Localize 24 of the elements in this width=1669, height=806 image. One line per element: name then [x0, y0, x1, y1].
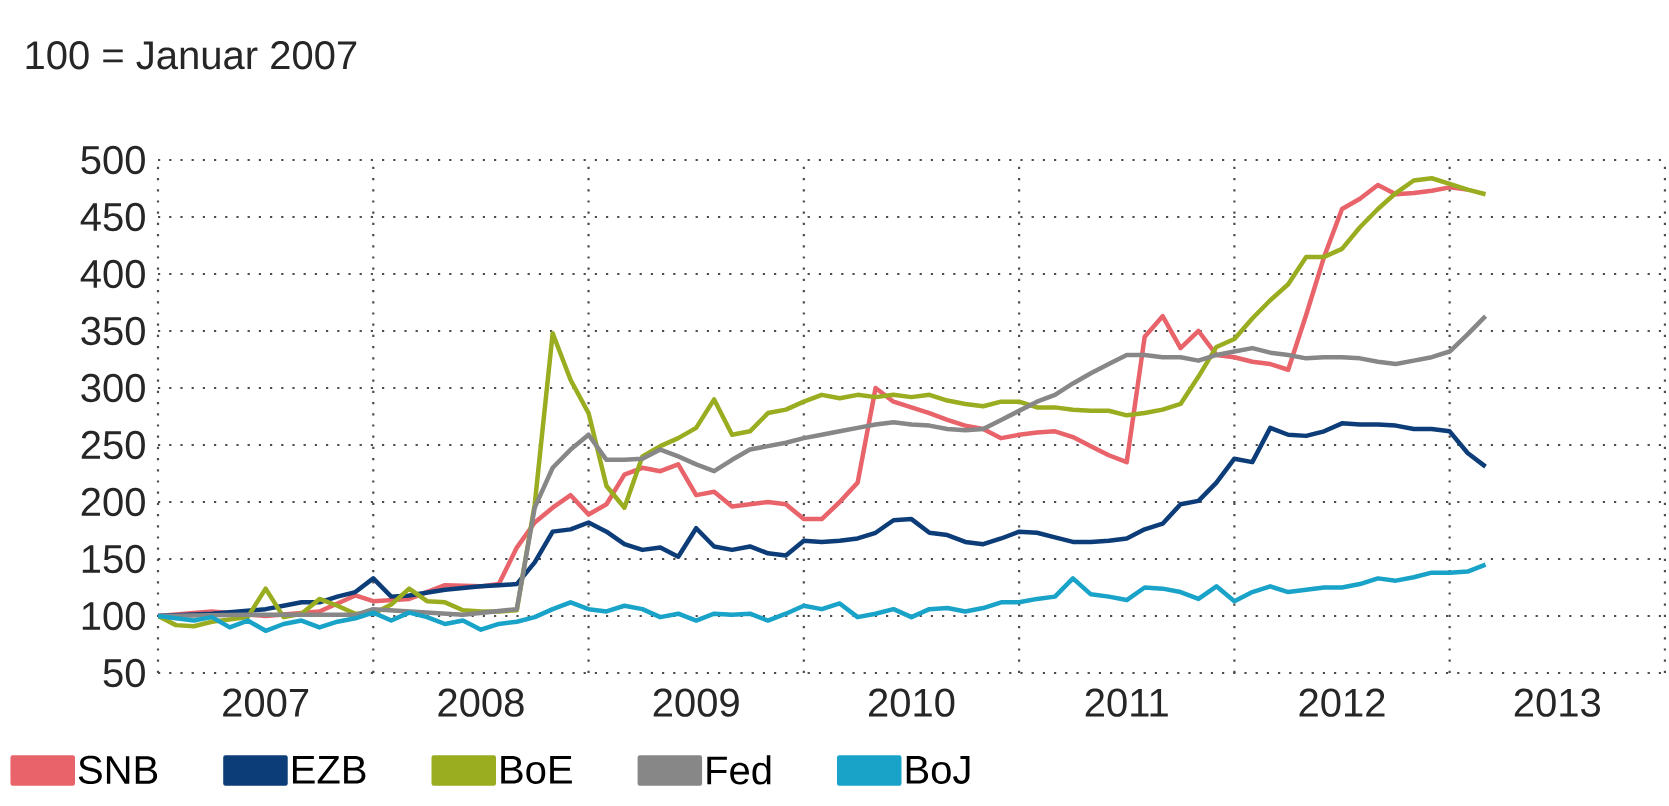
y-tick-label: 150 [82, 544, 145, 574]
y-tick-label: 250 [81, 430, 145, 460]
chart-title: 100 = Januar 2007 [26, 41, 357, 70]
y-tick-label: 450 [80, 202, 145, 232]
x-tick-label: 2008 [438, 688, 524, 717]
x-tick-label: 2010 [868, 688, 955, 717]
y-tick-label: 350 [81, 316, 145, 346]
legend-label: BoE [501, 755, 572, 784]
y-tick-label: 300 [81, 373, 145, 403]
line-series [158, 562, 1488, 634]
y-tick-label: 100 [82, 601, 145, 631]
y-tick-label: 50 [103, 658, 145, 688]
legend-label: Fed [707, 755, 771, 785]
legend-label: SNB [78, 755, 158, 785]
legend-label: EZB [292, 755, 366, 784]
x-tick-label: 2009 [653, 688, 739, 717]
y-tick-label: 200 [81, 487, 145, 517]
x-tick-label: 2012 [1299, 688, 1385, 717]
x-tick-label: 2011 [1085, 688, 1168, 717]
y-tick-label: 400 [80, 259, 145, 289]
x-tick-label: 2007 [223, 688, 309, 717]
legend-label: BoJ [906, 755, 970, 784]
y-tick-label: 500 [81, 145, 145, 175]
x-tick-label: 2013 [1514, 688, 1600, 717]
